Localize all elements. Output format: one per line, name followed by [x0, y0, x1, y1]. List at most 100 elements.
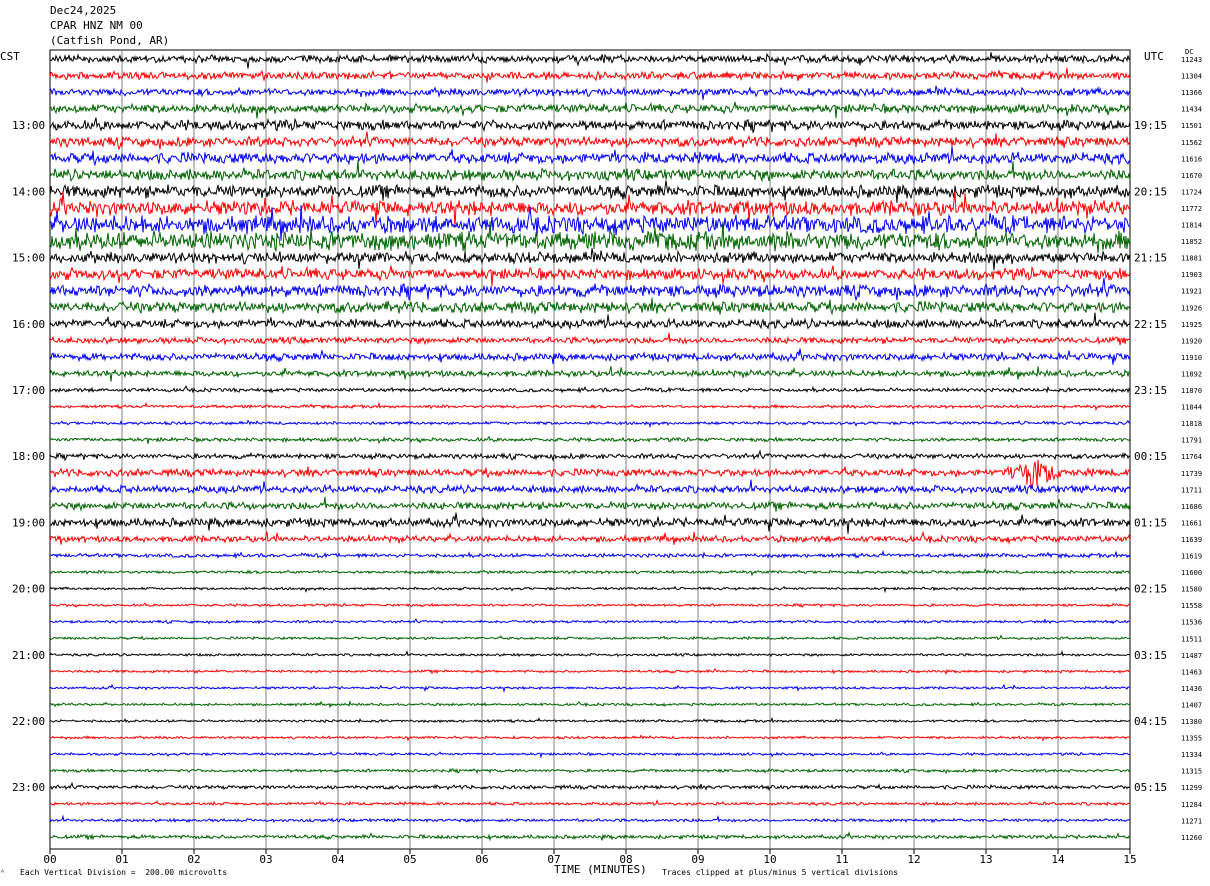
dc-offset-label: 11616	[1181, 155, 1202, 163]
x-tick-label: 09	[691, 853, 704, 866]
x-tick-label: 13	[979, 853, 992, 866]
dc-offset-label: 11711	[1181, 486, 1202, 494]
seismic-trace-26	[49, 479, 1131, 495]
dc-offset-label: 11925	[1181, 321, 1202, 329]
dc-offset-label: 11355	[1181, 735, 1202, 743]
dc-offset-label: 11271	[1181, 817, 1202, 825]
dc-offset-label: 11670	[1181, 172, 1202, 180]
dc-offset-label: 11407	[1181, 701, 1202, 709]
left-hour-label: 18:00	[12, 450, 45, 463]
x-tick-label: 10	[763, 853, 776, 866]
seismic-trace-27	[49, 496, 1131, 512]
seismic-trace-33	[49, 602, 1131, 609]
left-hour-label: 21:00	[12, 649, 45, 662]
dc-offset-label: 11600	[1181, 569, 1202, 577]
dc-offset-label: 11334	[1181, 751, 1202, 759]
dc-offset-label: 11870	[1181, 387, 1202, 395]
x-tick-label: 03	[259, 853, 272, 866]
dc-offset-label: 11536	[1181, 619, 1202, 627]
right-hour-label: 22:15	[1134, 318, 1167, 331]
seismic-trace-13	[49, 265, 1131, 287]
x-tick-label: 07	[547, 853, 560, 866]
seismic-trace-38	[49, 683, 1131, 694]
right-hour-label: 19:15	[1134, 119, 1167, 132]
right-hour-label: 20:15	[1134, 185, 1167, 198]
dc-offset-label: 11920	[1181, 337, 1202, 345]
x-tick-label: 08	[619, 853, 632, 866]
right-hour-label: 21:15	[1134, 252, 1167, 265]
left-hour-label: 20:00	[12, 583, 45, 596]
left-hour-label: 22:00	[12, 715, 45, 728]
dc-offset-label: 11315	[1181, 768, 1202, 776]
plot-frame	[49, 49, 1131, 850]
dc-offset-label: 11619	[1181, 553, 1202, 561]
seismic-trace-18	[49, 348, 1131, 365]
x-tick-label: 11	[835, 853, 848, 866]
dc-offset-label: 11739	[1181, 470, 1202, 478]
dc-offset-label: 11501	[1181, 122, 1202, 130]
x-tick-label: 02	[187, 853, 200, 866]
seismic-trace-8	[49, 180, 1131, 204]
seismic-trace-5	[49, 131, 1131, 151]
x-axis-title: TIME (MINUTES)	[554, 863, 647, 876]
dc-offset-label: 11639	[1181, 536, 1202, 544]
seismic-trace-32	[49, 585, 1131, 594]
seismic-trace-1	[49, 67, 1131, 83]
station-location: (Catfish Pond, AR)	[50, 34, 170, 47]
right-hour-label: 02:15	[1134, 583, 1167, 596]
seismic-trace-39	[49, 700, 1131, 709]
dc-offset-header: DC	[1185, 48, 1194, 56]
dc-offset-label: 11299	[1181, 784, 1202, 792]
seismic-trace-28	[49, 512, 1131, 534]
seismic-trace-37	[49, 668, 1131, 676]
seismic-trace-17	[49, 332, 1131, 346]
seismic-trace-42	[49, 751, 1131, 759]
dc-offset-label: 11844	[1181, 404, 1202, 412]
right-hour-label: 05:15	[1134, 781, 1167, 794]
dc-offset-label: 11661	[1181, 519, 1202, 527]
seismic-trace-2	[49, 85, 1131, 100]
left-hour-label: 23:00	[12, 781, 45, 794]
dc-offset-label: 11260	[1181, 834, 1202, 842]
seismic-trace-10	[50, 205, 1131, 241]
dc-offset-label: 11921	[1181, 288, 1202, 296]
seismic-trace-47	[49, 831, 1131, 842]
left-hour-label: 17:00	[12, 384, 45, 397]
left-hour-label: 19:00	[12, 516, 45, 529]
left-hour-label: 13:00	[12, 119, 45, 132]
plot-date: Dec24,2025	[50, 4, 117, 17]
dc-offset-label: 11814	[1181, 222, 1202, 230]
dc-offset-label: 11772	[1181, 205, 1202, 213]
seismic-trace-15	[49, 297, 1131, 316]
dc-offset-label: 11436	[1181, 685, 1202, 693]
seismic-trace-44	[49, 781, 1131, 792]
seismic-trace-12	[49, 248, 1131, 271]
right-hour-label: 01:15	[1134, 516, 1167, 529]
seismic-trace-4	[49, 117, 1131, 133]
seismic-trace-16	[49, 312, 1131, 330]
seismic-trace-30	[49, 549, 1131, 560]
seismic-trace-3	[49, 101, 1131, 119]
right-hour-label: 23:15	[1134, 384, 1167, 397]
seismic-trace-7	[49, 160, 1131, 183]
dc-offset-label: 11791	[1181, 437, 1202, 445]
scale-marker-icon: ᴬ	[0, 868, 5, 877]
dc-offset-label: 11511	[1181, 635, 1202, 643]
x-tick-label: 00	[43, 853, 56, 866]
dc-offset-label: 11903	[1181, 271, 1202, 279]
seismic-trace-6	[49, 146, 1131, 167]
seismic-trace-35	[49, 634, 1131, 641]
right-hour-label: 04:15	[1134, 715, 1167, 728]
dc-offset-label: 11852	[1181, 238, 1202, 246]
x-tick-label: 15	[1123, 853, 1136, 866]
seismic-trace-45	[49, 799, 1131, 807]
right-hour-label: 00:15	[1134, 450, 1167, 463]
left-hour-label: 14:00	[12, 185, 45, 198]
x-tick-label: 05	[403, 853, 416, 866]
dc-offset-label: 11304	[1181, 73, 1202, 81]
seismic-trace-20	[49, 385, 1131, 394]
dc-offset-label: 11580	[1181, 586, 1202, 594]
seismic-trace-41	[49, 734, 1131, 742]
x-tick-label: 14	[1051, 853, 1065, 866]
